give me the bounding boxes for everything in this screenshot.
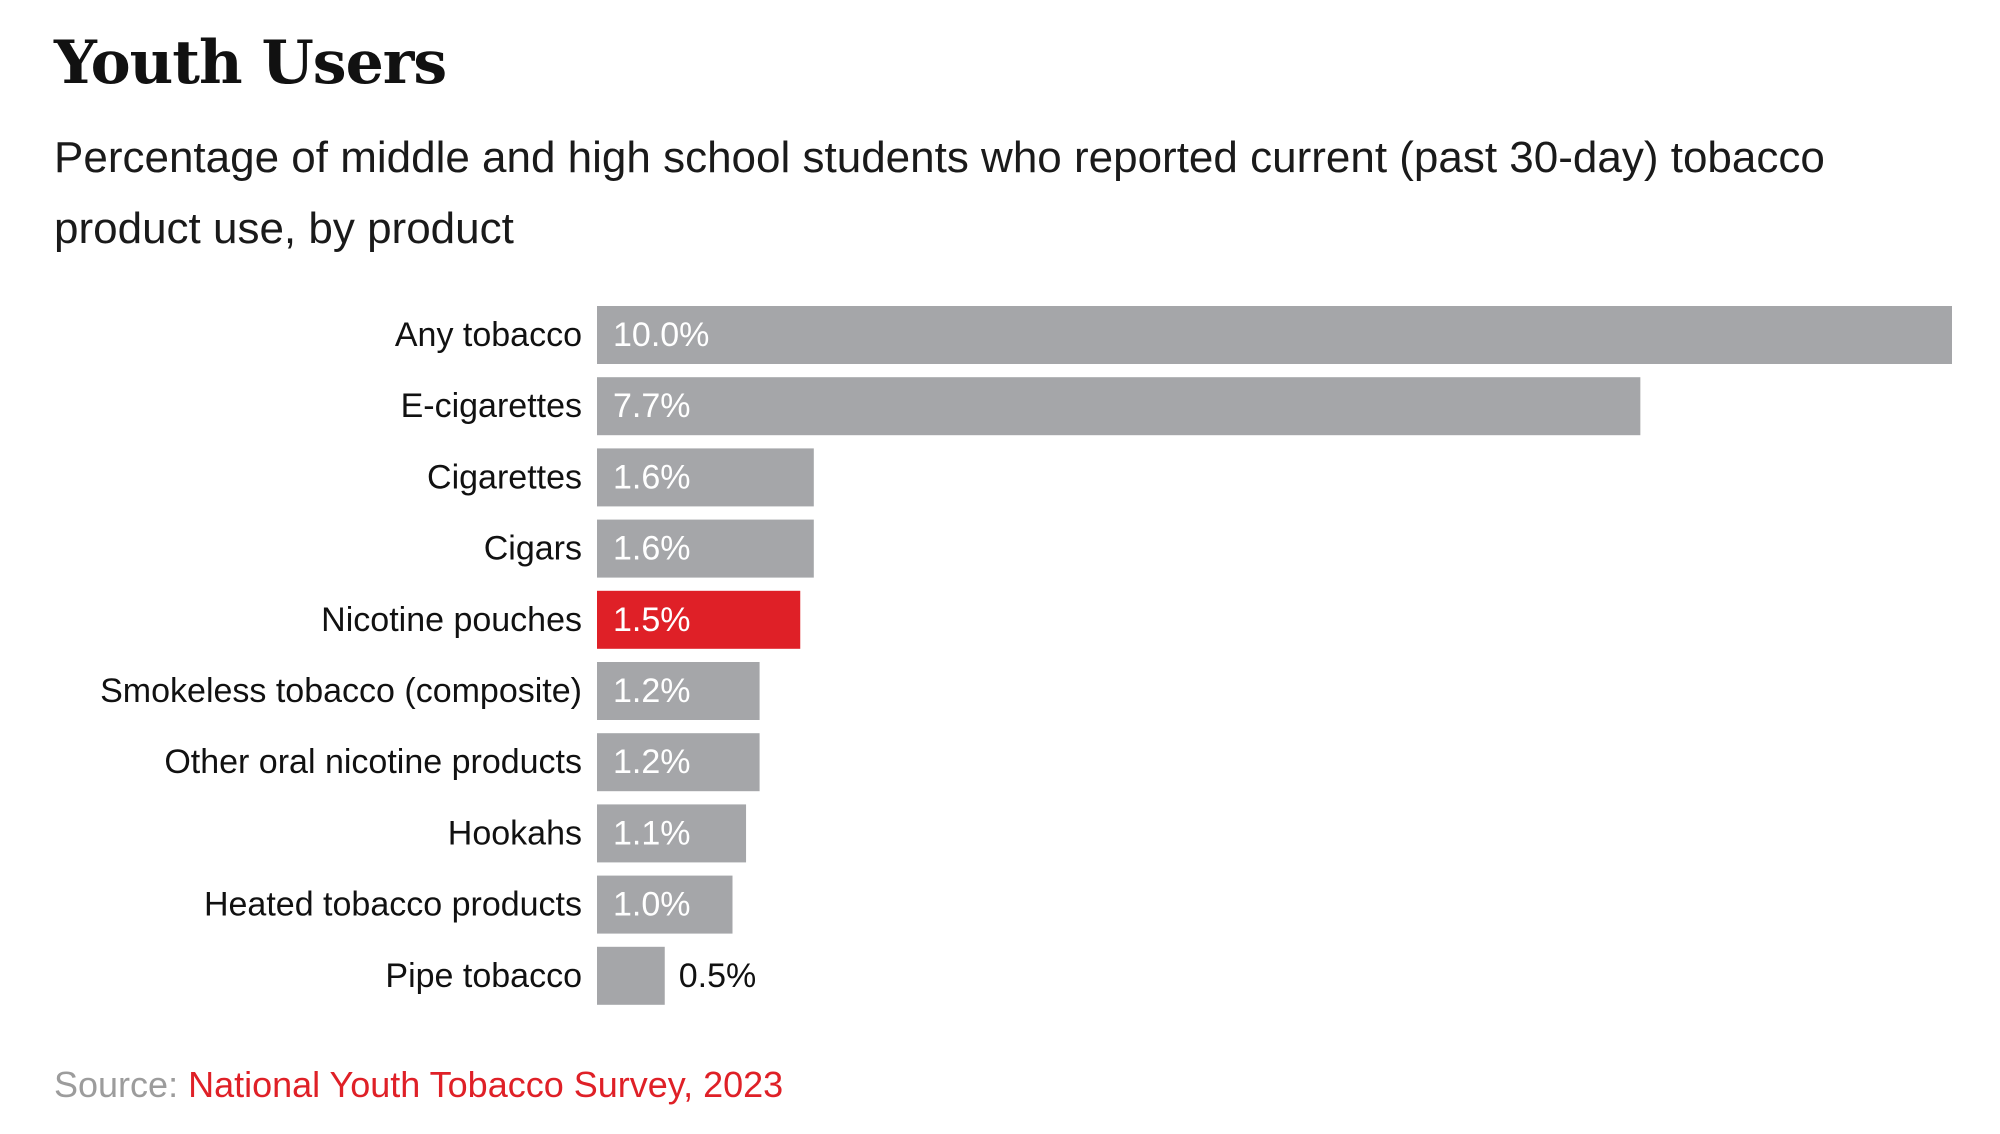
category-label-nicotine-pouches: Nicotine pouches (321, 601, 582, 639)
bar-other-oral-nicotine-products (597, 733, 760, 792)
value-label-any-tobacco: 10.0% (613, 316, 709, 354)
value-label-smokeless-tobacco-composite: 1.2% (613, 672, 691, 710)
value-label-other-oral-nicotine-products: 1.2% (613, 743, 691, 781)
category-label-hookahs: Hookahs (448, 814, 582, 852)
bar-cigarettes (597, 448, 814, 507)
source-label: Source: (54, 1064, 179, 1105)
value-label-cigars: 1.6% (613, 530, 691, 568)
value-label-nicotine-pouches: 1.5% (613, 601, 691, 639)
bar-heated-tobacco-products (597, 875, 733, 934)
category-label-pipe-tobacco: Pipe tobacco (385, 957, 582, 995)
chart-title: Youth Users (54, 28, 447, 98)
bar-e-cigarettes (597, 377, 1641, 436)
bar-pipe-tobacco (597, 946, 665, 1005)
bar-nicotine-pouches (597, 590, 801, 649)
value-label-e-cigarettes: 7.7% (613, 387, 691, 425)
bar-any-tobacco (597, 306, 1952, 364)
category-label-smokeless-tobacco-composite: Smokeless tobacco (composite) (100, 672, 582, 710)
bar-hookahs (597, 804, 747, 863)
value-label-heated-tobacco-products: 1.0% (613, 886, 691, 924)
category-label-other-oral-nicotine-products: Other oral nicotine products (164, 743, 582, 781)
value-label-hookahs: 1.1% (613, 814, 691, 852)
category-label-e-cigarettes: E-cigarettes (401, 387, 582, 425)
value-label-cigarettes: 1.6% (613, 458, 691, 496)
bar-cigars (597, 519, 814, 578)
category-label-heated-tobacco-products: Heated tobacco products (204, 886, 582, 924)
category-label-any-tobacco: Any tobacco (395, 316, 582, 354)
category-label-cigarettes: Cigarettes (427, 458, 582, 496)
value-label-pipe-tobacco: 0.5% (679, 957, 757, 995)
category-label-cigars: Cigars (484, 530, 582, 568)
source-link[interactable]: National Youth Tobacco Survey, 2023 (188, 1064, 784, 1105)
chart-subtitle: Percentage of middle and high school stu… (54, 133, 1825, 253)
source-note: Source: National Youth Tobacco Survey, 2… (54, 1064, 783, 1106)
bar-smokeless-tobacco-composite (597, 662, 760, 720)
